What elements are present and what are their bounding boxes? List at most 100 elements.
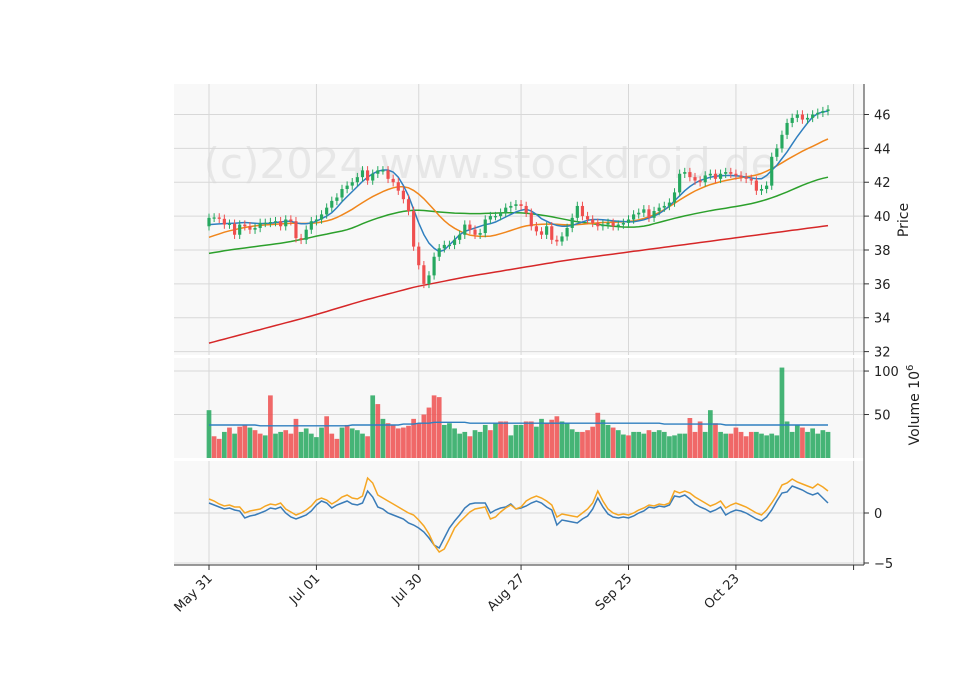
candle-body: [616, 224, 620, 227]
x-tick-label: Jul 01: [286, 571, 323, 608]
volume-average-line: [209, 421, 828, 427]
candle-body: [524, 205, 528, 213]
volume-bar: [380, 418, 386, 458]
candle-body: [775, 148, 779, 157]
volume-bar: [426, 407, 432, 458]
volume-bar: [349, 428, 355, 458]
volume-bar: [472, 430, 478, 458]
volume-bar: [293, 418, 299, 458]
volume-bar: [534, 426, 539, 458]
volume-axis-label-text: Volume 10: [907, 371, 923, 445]
volume-bar: [365, 436, 370, 458]
candle-body: [452, 239, 457, 245]
x-tick-label: Sep 25: [593, 571, 636, 614]
volume-bar: [452, 428, 457, 458]
volume-bar: [723, 433, 729, 458]
volume-bar: [774, 435, 780, 458]
candle-body: [565, 227, 569, 237]
sma-50-line: [208, 176, 829, 255]
candle-body: [708, 173, 712, 176]
candle-body: [816, 112, 820, 115]
volume-bar: [216, 438, 222, 458]
candle-body: [432, 256, 436, 276]
candle-body: [447, 244, 452, 247]
sma-200-line: [208, 224, 829, 344]
volume-bar: [764, 435, 769, 458]
volume-bar: [631, 431, 636, 458]
volume-bar: [360, 433, 365, 458]
volume-bar: [268, 395, 273, 458]
candle-body: [626, 219, 631, 223]
candle-body: [330, 200, 334, 208]
candle-body: [422, 265, 426, 284]
volume-bar: [667, 436, 672, 458]
volume-bar: [605, 424, 611, 458]
volume-axis-exponent: 6: [905, 365, 916, 371]
volume-bar: [569, 429, 575, 458]
volume-bar: [728, 433, 734, 458]
volume-bar: [805, 431, 810, 458]
volume-tick-label: 50: [874, 409, 891, 424]
volume-bar: [800, 427, 805, 458]
volume-bar: [314, 437, 319, 458]
candle-body: [550, 226, 554, 240]
candle-body: [253, 227, 257, 230]
volume-bar: [779, 367, 785, 458]
candle-body: [345, 185, 349, 190]
candle-body: [406, 199, 411, 212]
volume-bar: [431, 395, 437, 458]
candle-body: [371, 173, 375, 181]
volume-bar: [227, 427, 232, 458]
volume-bar: [221, 431, 227, 458]
volume-tick-label: 100: [874, 365, 899, 380]
volume-bar: [554, 416, 560, 458]
candle-body: [381, 170, 385, 172]
candle-body: [821, 111, 825, 113]
volume-bar: [395, 428, 401, 458]
volume-bar: [482, 424, 488, 458]
volume-bar: [232, 433, 237, 458]
candle-body: [468, 224, 472, 230]
volume-bar: [610, 427, 616, 458]
indicator-series-2: [208, 476, 829, 553]
candle-body: [248, 226, 252, 230]
candle-body: [360, 170, 365, 178]
candle-body: [304, 229, 308, 240]
volume-bar: [493, 423, 498, 458]
candle-body: [396, 182, 400, 191]
candle-body: [309, 221, 313, 230]
volume-bar: [672, 435, 677, 458]
volume-bar: [508, 435, 514, 458]
volume-bar: [329, 433, 335, 458]
volume-bar: [794, 424, 800, 458]
candle-body: [800, 114, 805, 120]
candle-body: [473, 229, 477, 235]
volume-bar: [252, 430, 258, 458]
price-tick-label: 38: [874, 244, 891, 259]
candle-body: [539, 231, 544, 235]
candle-body: [662, 205, 666, 208]
volume-bar: [626, 435, 631, 458]
candle-body: [770, 156, 774, 186]
candle-body: [258, 222, 262, 228]
candle-body: [284, 219, 288, 227]
volume-bar: [615, 430, 621, 458]
candle-body: [611, 222, 615, 227]
candle-body: [560, 236, 564, 242]
candle-body: [621, 222, 625, 225]
volume-bar: [682, 433, 688, 458]
candle-body: [596, 222, 600, 227]
candle-body: [811, 114, 815, 118]
candle-body: [319, 214, 324, 220]
candle-body: [458, 234, 462, 240]
volume-bar: [303, 428, 309, 458]
candle-body: [703, 175, 707, 183]
volume-bar: [488, 430, 493, 458]
candle-body: [545, 226, 549, 235]
volume-bar: [319, 427, 324, 458]
volume-bar: [411, 418, 416, 458]
volume-bar: [441, 424, 447, 458]
volume-bar: [559, 421, 565, 458]
volume-bar: [462, 431, 468, 458]
volume-bar: [273, 433, 278, 458]
